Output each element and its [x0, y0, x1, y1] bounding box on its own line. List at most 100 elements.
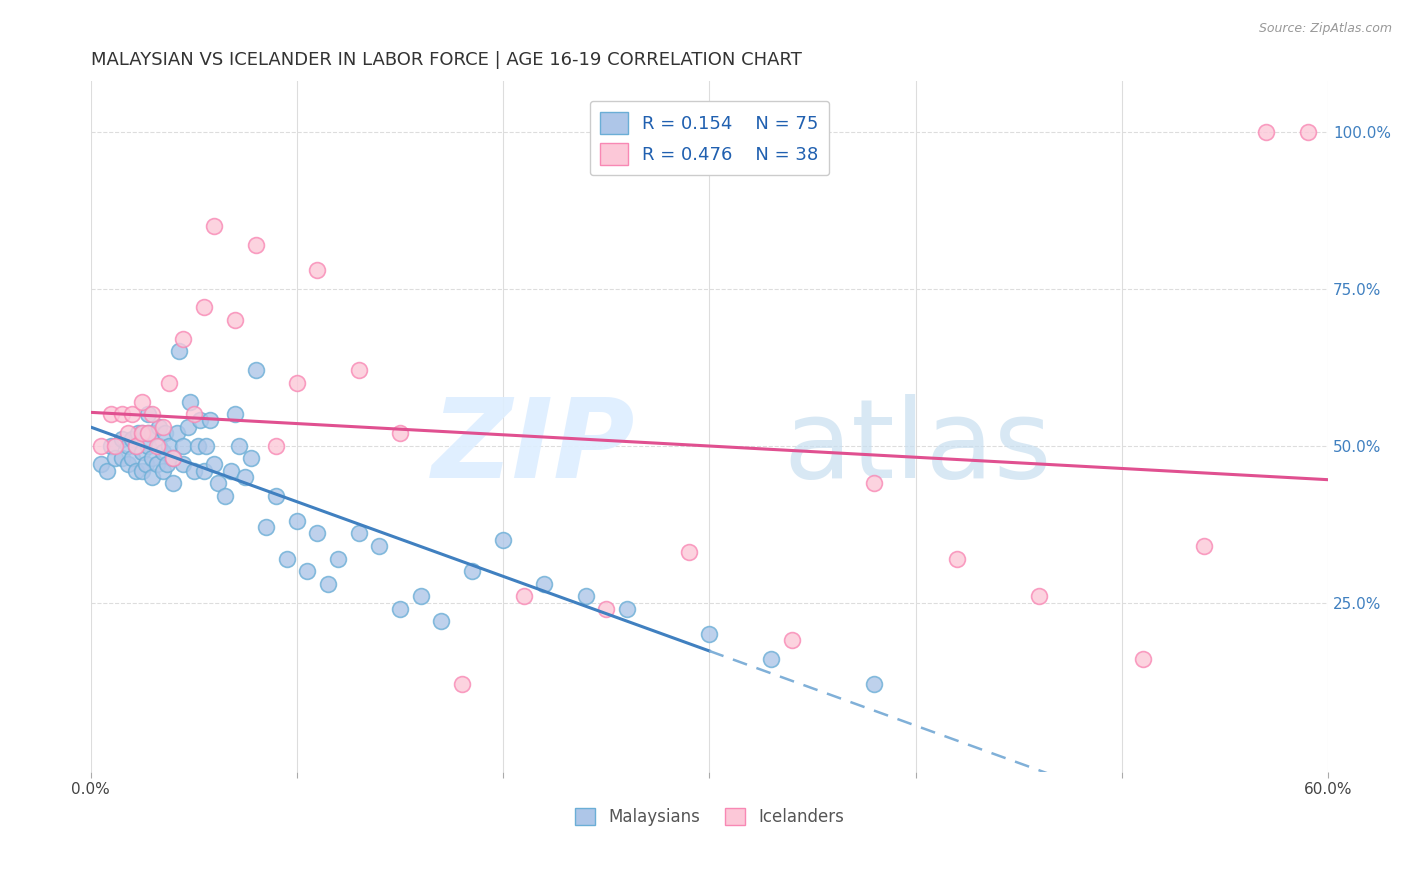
Point [96, 464, 118, 478]
Point [285, 376, 308, 390]
Point [187, 438, 209, 452]
Point [347, 363, 370, 377]
Legend: Malaysians, Icelanders: Malaysians, Icelanders [568, 801, 851, 833]
Point [157, 438, 180, 452]
Point [451, 677, 474, 691]
Point [110, 407, 132, 421]
Point [131, 425, 153, 440]
Point [240, 451, 263, 466]
Point [264, 438, 287, 452]
Point [233, 470, 256, 484]
Point [224, 313, 246, 327]
Point [224, 407, 246, 421]
Point [152, 464, 174, 478]
Point [131, 464, 153, 478]
Point [780, 633, 803, 648]
Point [104, 438, 127, 452]
Point [172, 458, 194, 472]
Point [533, 576, 555, 591]
Point [183, 464, 205, 478]
Text: Source: ZipAtlas.com: Source: ZipAtlas.com [1258, 22, 1392, 36]
Point [347, 526, 370, 541]
Point [513, 589, 536, 603]
Point [100, 438, 122, 452]
Point [179, 394, 201, 409]
Point [100, 407, 122, 421]
Point [264, 489, 287, 503]
Text: MALAYSIAN VS ICELANDER IN LABOR FORCE | AGE 16-19 CORRELATION CHART: MALAYSIAN VS ICELANDER IN LABOR FORCE | … [90, 51, 801, 69]
Point [699, 627, 721, 641]
Point [148, 438, 170, 452]
Point [193, 301, 215, 315]
Point [575, 589, 598, 603]
Point [276, 551, 298, 566]
Point [245, 363, 267, 377]
Point [388, 425, 411, 440]
Point [152, 419, 174, 434]
Point [117, 458, 139, 472]
Point [121, 451, 143, 466]
Point [141, 451, 163, 466]
Point [138, 438, 160, 452]
Point [145, 458, 167, 472]
Point [245, 237, 267, 252]
Point [595, 602, 617, 616]
Point [162, 476, 184, 491]
Point [125, 464, 148, 478]
Point [141, 425, 163, 440]
Point [145, 438, 167, 452]
Point [1028, 589, 1050, 603]
Point [863, 476, 886, 491]
Point [125, 438, 148, 452]
Point [152, 445, 174, 459]
Point [430, 615, 453, 629]
Point [141, 470, 163, 484]
Point [195, 438, 218, 452]
Point [326, 551, 349, 566]
Point [138, 425, 160, 440]
Point [172, 438, 194, 452]
Point [169, 344, 191, 359]
Point [138, 425, 160, 440]
Point [307, 526, 329, 541]
Point [162, 451, 184, 466]
Point [148, 419, 170, 434]
Point [131, 394, 153, 409]
Point [219, 464, 242, 478]
Point [127, 425, 149, 440]
Point [616, 602, 638, 616]
Point [183, 407, 205, 421]
Point [368, 539, 391, 553]
Point [157, 376, 180, 390]
Point [138, 407, 160, 421]
Point [254, 520, 277, 534]
Point [188, 413, 211, 427]
Point [110, 432, 132, 446]
Point [104, 451, 127, 466]
Point [214, 489, 236, 503]
Point [200, 413, 222, 427]
Point [295, 564, 318, 578]
Point [90, 438, 112, 452]
Point [946, 551, 969, 566]
Point [388, 602, 411, 616]
Point [90, 458, 112, 472]
Point [176, 419, 198, 434]
Point [110, 451, 132, 466]
Point [125, 438, 148, 452]
Point [117, 425, 139, 440]
Point [207, 476, 229, 491]
Point [202, 458, 225, 472]
Point [285, 514, 308, 528]
Point [156, 458, 179, 472]
Point [166, 425, 188, 440]
Point [761, 652, 783, 666]
Point [492, 533, 515, 547]
Point [141, 407, 163, 421]
Point [461, 564, 484, 578]
Point [1296, 125, 1319, 139]
Point [193, 464, 215, 478]
Point [121, 407, 143, 421]
Point [131, 445, 153, 459]
Point [678, 545, 700, 559]
